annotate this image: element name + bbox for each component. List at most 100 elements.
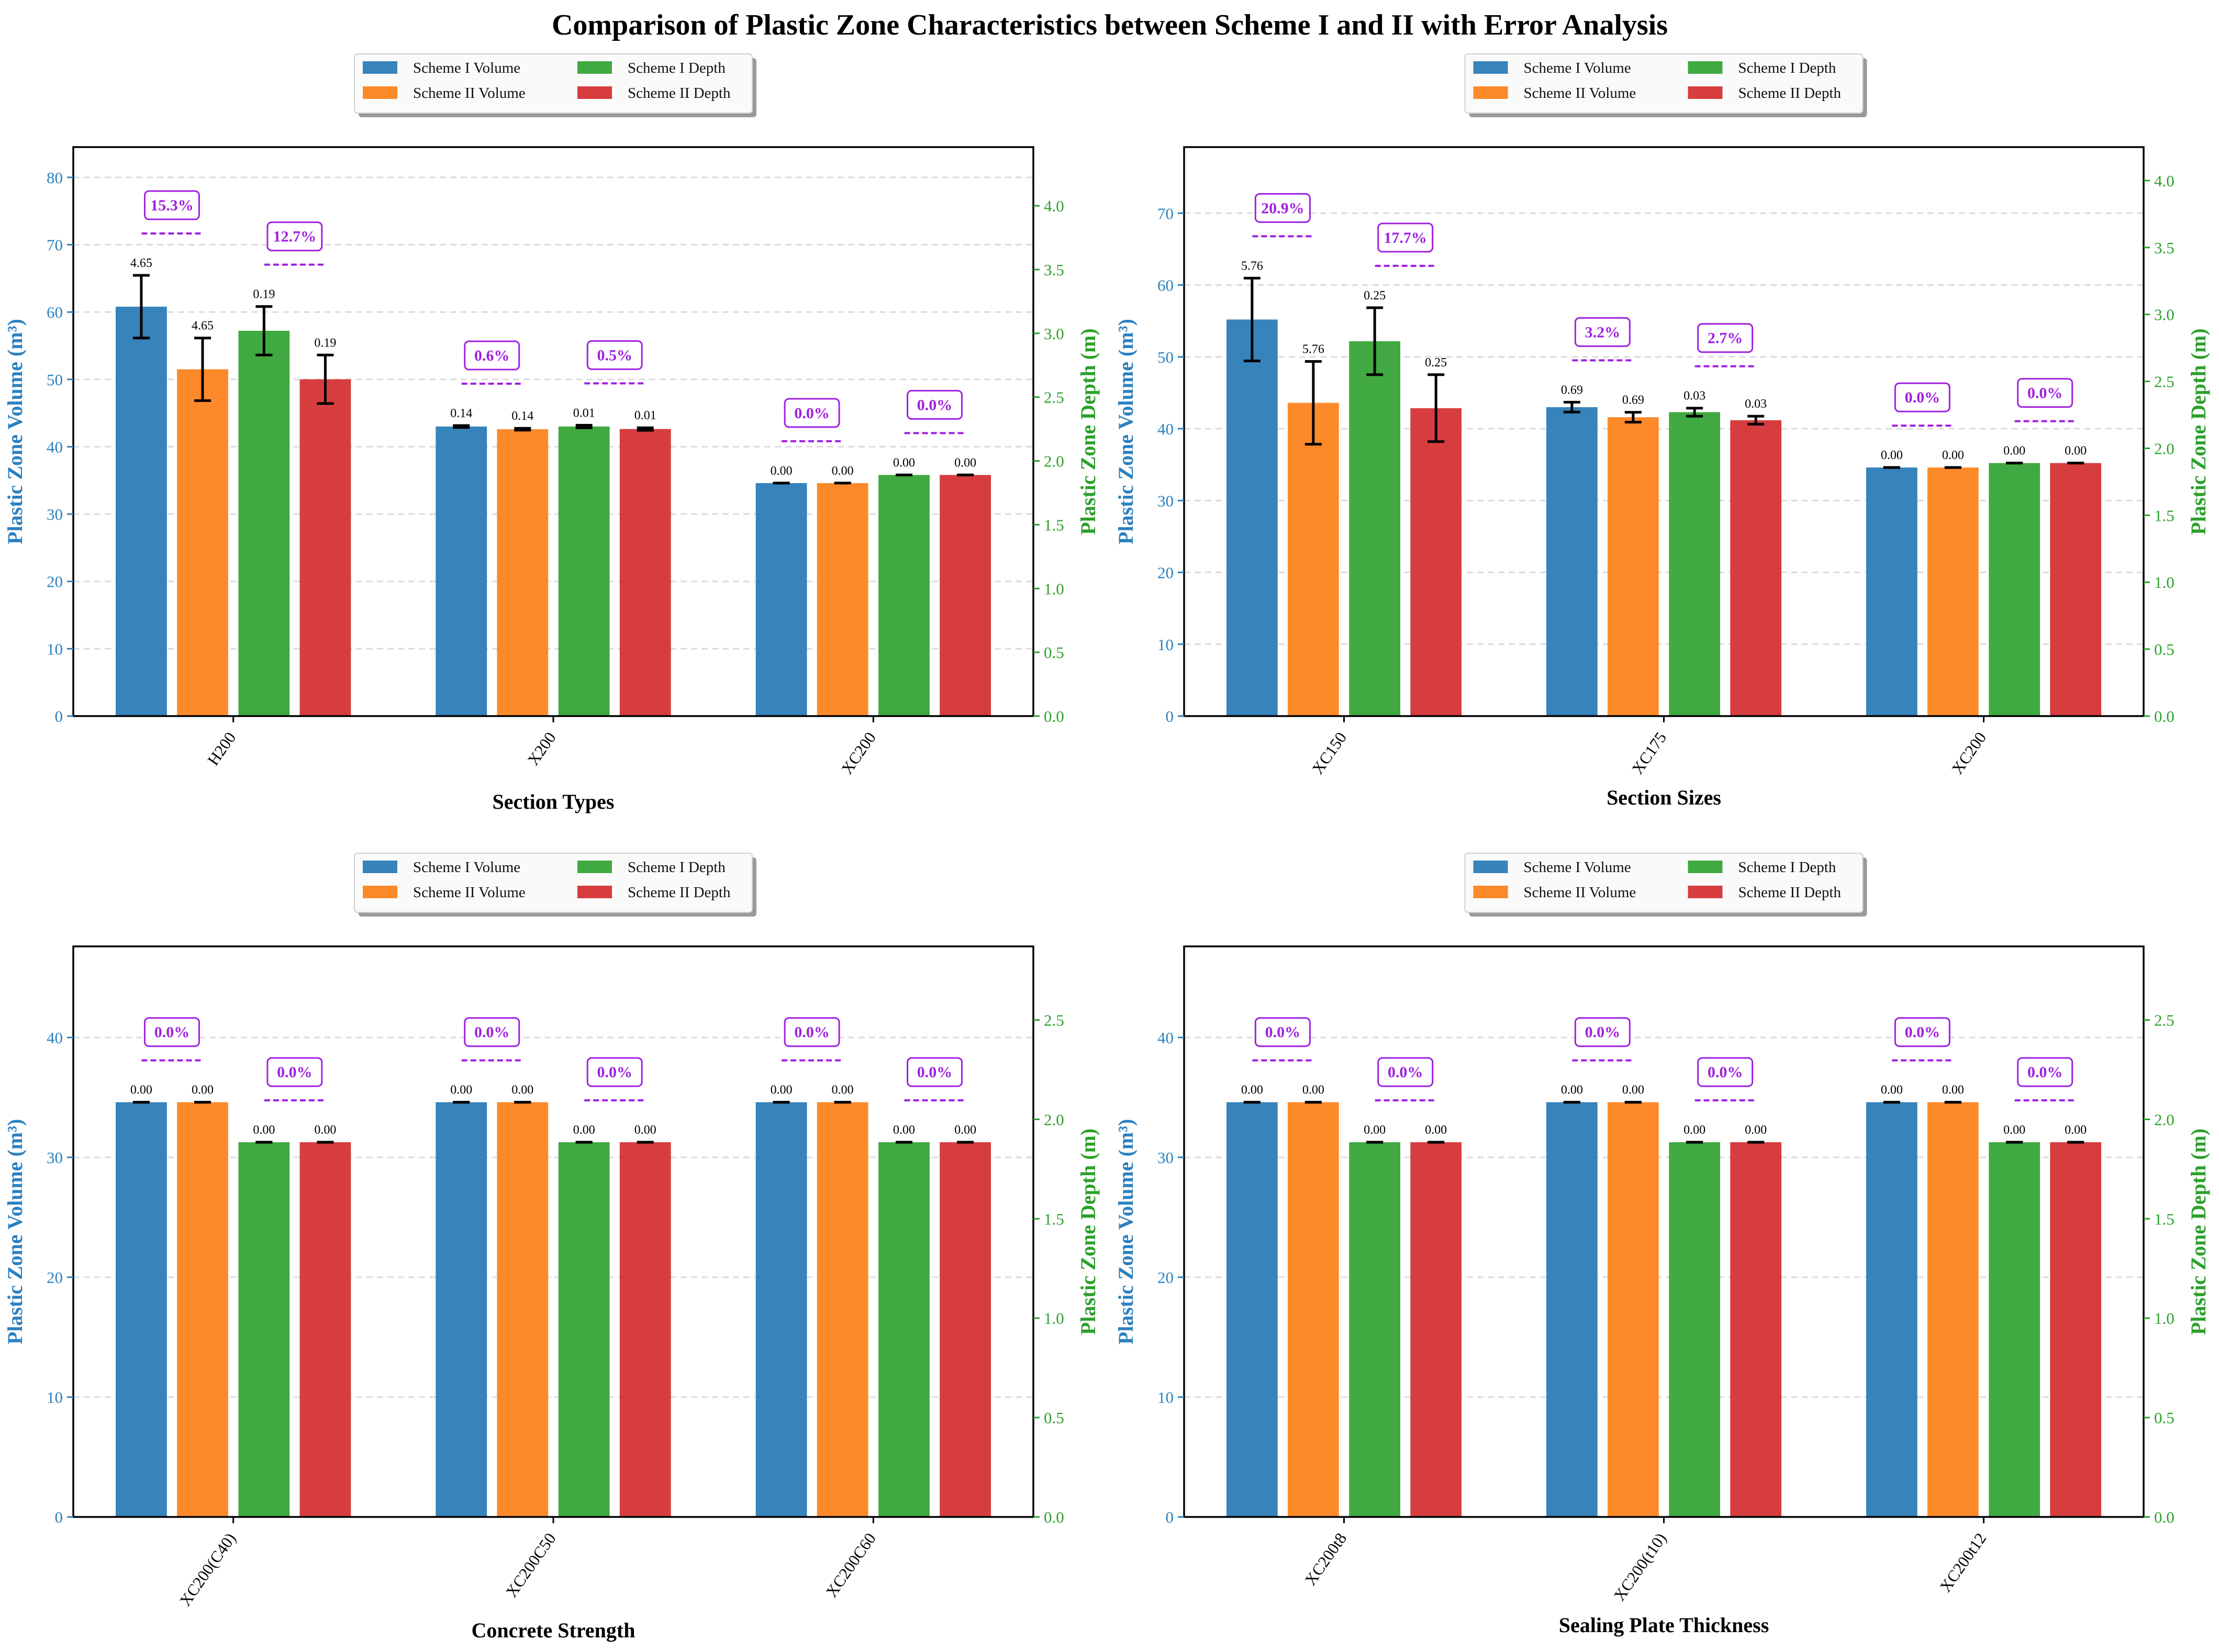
- bar-scheme-i-volume: [1546, 1102, 1598, 1517]
- error-value-label: 0.03: [1745, 397, 1767, 411]
- error-value-label: 0.00: [954, 1123, 976, 1137]
- error-value-label: 0.19: [314, 336, 336, 350]
- difference-box: [1697, 323, 1754, 353]
- bar-scheme-ii-volume: [1927, 467, 1979, 716]
- bar-scheme-i-depth: [238, 330, 290, 716]
- bar-scheme-ii-depth: [299, 1142, 351, 1517]
- bar-scheme-i-depth: [558, 1142, 610, 1517]
- difference-label: 0.0%: [794, 405, 830, 422]
- right-tick-label: 0.0: [1044, 707, 1064, 725]
- difference-label: 0.5%: [597, 347, 632, 364]
- legend-swatch: [577, 861, 612, 873]
- difference-box: [464, 340, 520, 371]
- bar-scheme-ii-volume: [497, 1102, 549, 1517]
- difference-label: 0.0%: [1585, 1024, 1621, 1041]
- legend-swatch: [363, 861, 397, 873]
- difference-label: 0.0%: [1708, 1064, 1743, 1081]
- difference-label: 0.0%: [794, 1024, 830, 1041]
- error-value-label: 0.03: [1683, 389, 1705, 403]
- error-value-label: 0.00: [192, 1084, 214, 1097]
- difference-box: [586, 1057, 643, 1087]
- difference-box: [1574, 317, 1631, 347]
- legend-box: [354, 53, 753, 114]
- legend-label: Scheme I Depth: [1738, 60, 1836, 76]
- right-tick-label: 0.5: [2154, 1409, 2175, 1427]
- difference-label: 0.0%: [1905, 1024, 1941, 1041]
- right-tick-label: 3.0: [2154, 306, 2175, 324]
- legend-swatch: [363, 61, 397, 74]
- difference-box: [143, 190, 200, 220]
- error-value-label: 0.00: [314, 1123, 336, 1137]
- bar-scheme-ii-depth: [299, 379, 351, 716]
- error-value-label: 0.14: [511, 409, 533, 423]
- difference-label: 0.0%: [474, 1024, 510, 1041]
- difference-box: [784, 398, 840, 428]
- bar-scheme-ii-volume: [1287, 403, 1339, 716]
- legend-label: Scheme I Volume: [413, 60, 520, 76]
- x-axis-label: Concrete Strength: [472, 1618, 635, 1642]
- bar-scheme-ii-volume: [1607, 1102, 1659, 1517]
- left-axis-label: Plastic Zone Volume (m³): [3, 319, 27, 544]
- legend-box: [354, 853, 753, 913]
- bar-scheme-i-depth: [1349, 341, 1401, 716]
- left-tick-label: 20: [1157, 1268, 1174, 1287]
- left-tick-label: 30: [1157, 1148, 1174, 1167]
- subplot-3: 0.00 0.00 0.000.00 0.00 0.000.00 0.00 0.000.00…: [3, 853, 1100, 1642]
- bar-scheme-ii-depth: [619, 1142, 671, 1517]
- bar-scheme-ii-depth: [940, 475, 991, 716]
- legend-swatch: [1688, 86, 1723, 99]
- difference-box: [1254, 1017, 1311, 1047]
- bar-scheme-ii-volume: [1287, 1102, 1339, 1517]
- error-value-label: 0.69: [1561, 383, 1583, 397]
- left-tick-label: 40: [1157, 420, 1174, 438]
- legend-box: [1464, 53, 1864, 114]
- bar-scheme-ii-depth: [1410, 1142, 1462, 1517]
- error-value-label: 4.65: [192, 319, 214, 333]
- error-value-label: 0.00: [130, 1084, 152, 1097]
- bar-scheme-ii-volume: [817, 1102, 868, 1517]
- bar-scheme-i-depth: [1989, 1142, 2040, 1517]
- right-tick-label: 0.5: [1044, 1409, 1064, 1427]
- legend-label: Scheme II Depth: [1738, 85, 1842, 102]
- error-value-label: 0.00: [511, 1084, 533, 1097]
- difference-label: 0.0%: [597, 1064, 632, 1081]
- left-tick-label: 80: [47, 169, 63, 187]
- right-tick-label: 3.5: [2154, 239, 2175, 257]
- left-tick-label: 30: [1157, 492, 1174, 510]
- legend: Scheme I Volume Scheme II Volume Scheme I …: [354, 853, 756, 917]
- right-tick-label: 1.0: [1044, 579, 1064, 598]
- legend-label: Scheme I Volume: [1524, 859, 1631, 876]
- x-axis-label: Sealing Plate Thickness: [1559, 1613, 1769, 1637]
- bar-scheme-i-depth: [878, 1142, 930, 1517]
- left-tick-label: 0: [55, 1508, 63, 1526]
- difference-box: [907, 389, 963, 420]
- error-value-label: 0.00: [450, 1084, 472, 1097]
- difference-box: [266, 1057, 323, 1087]
- right-tick-label: 4.0: [1044, 197, 1064, 215]
- difference-box: [2017, 1057, 2073, 1087]
- subplot-4: 0.00 0.00 0.000.00 0.00 0.000.00 0.00 0.000.00…: [1114, 853, 2210, 1637]
- legend-label: Scheme I Volume: [1524, 60, 1631, 76]
- right-tick-label: 2.0: [1044, 452, 1064, 471]
- difference-box: [586, 340, 643, 370]
- right-tick-label: 0.0: [2154, 1508, 2175, 1526]
- right-tick-label: 1.0: [2154, 1309, 2175, 1327]
- difference-box: [1894, 382, 1950, 412]
- legend-box: [1464, 853, 1864, 913]
- error-value-label: 0.00: [2065, 1123, 2087, 1137]
- error-value-label: 0.00: [573, 1123, 595, 1137]
- difference-label: 20.9%: [1261, 199, 1304, 217]
- right-tick-label: 2.5: [2154, 373, 2175, 391]
- error-value-label: 0.00: [893, 1123, 915, 1137]
- left-tick-label: 10: [1157, 635, 1174, 654]
- legend-label: Scheme I Depth: [1738, 859, 1836, 876]
- left-tick-label: 40: [1157, 1029, 1174, 1047]
- left-tick-label: 0: [55, 707, 63, 725]
- bar-scheme-ii-volume: [177, 369, 228, 716]
- bar-scheme-ii-depth: [1730, 420, 1782, 716]
- subplot-1: 4.650.140.004.650.140.000.190.010.000.19…: [3, 53, 1100, 813]
- right-tick-label: 2.0: [2154, 1110, 2175, 1129]
- right-tick-label: 0.5: [2154, 640, 2175, 658]
- bar-scheme-ii-volume: [1927, 1102, 1979, 1517]
- error-value-label: 0.25: [1425, 356, 1447, 370]
